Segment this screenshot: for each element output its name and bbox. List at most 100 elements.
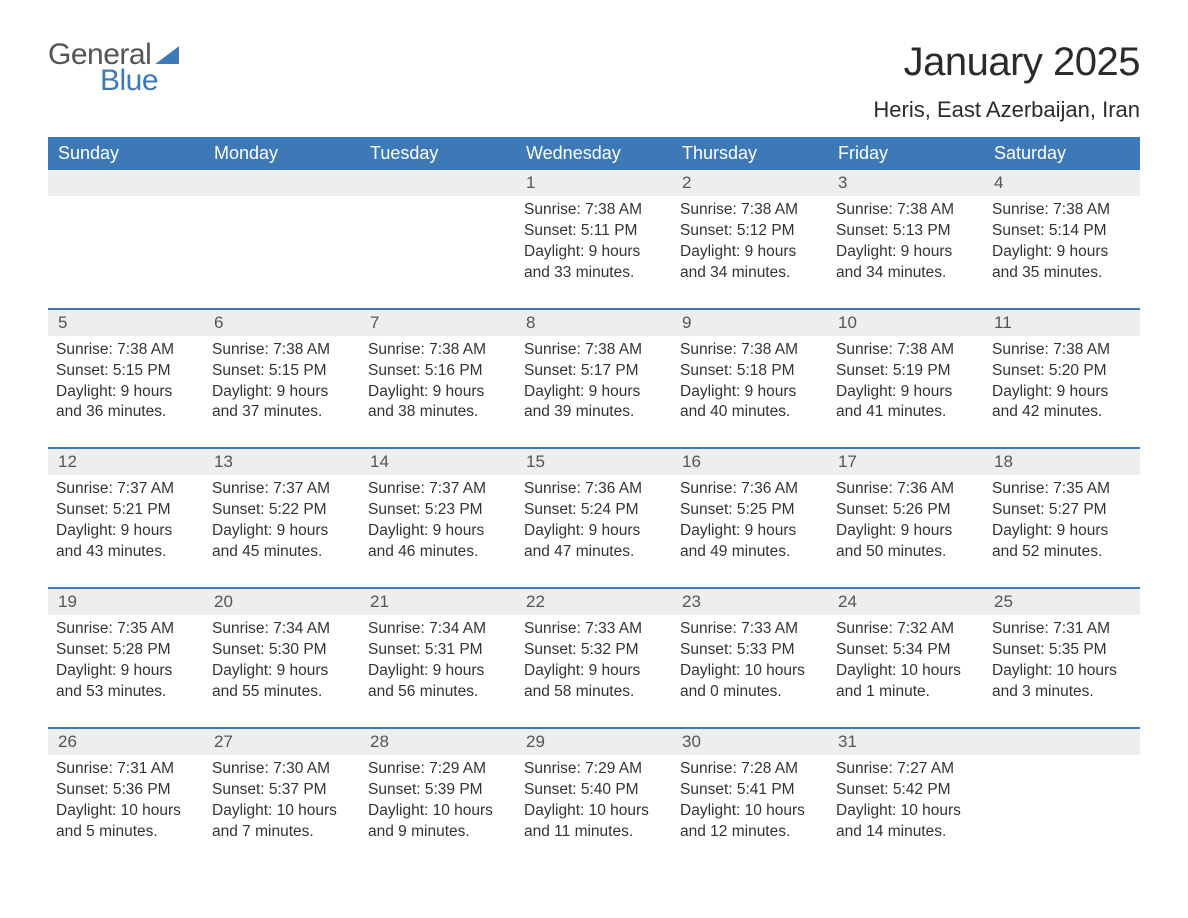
day-cell: 3Sunrise: 7:38 AMSunset: 5:13 PMDaylight… [828, 170, 984, 308]
day-cell: 1 Sunrise: 7:38 AMSunset: 5:11 PMDaylight… [516, 170, 672, 308]
daylight-line-1: Daylight: 10 hours [836, 801, 976, 822]
day-cell: 22Sunrise: 7:33 AMSunset: 5:32 PMDayligh… [516, 589, 672, 727]
day-details: Sunrise: 7:37 AMSunset: 5:21 PMDaylight:… [56, 479, 196, 563]
daylight-line-1: Daylight: 9 hours [836, 382, 976, 403]
daylight-line-2: and 33 minutes. [524, 263, 664, 284]
weekday-header: Friday [828, 137, 984, 170]
daylight-line-1: Daylight: 9 hours [680, 521, 820, 542]
daylight-line-1: Daylight: 10 hours [212, 801, 352, 822]
day-details: Sunrise: 7:34 AMSunset: 5:31 PMDaylight:… [368, 619, 508, 703]
day-details: Sunrise: 7:38 AMSunset: 5:17 PMDaylight:… [524, 340, 664, 424]
sunrise-line: Sunrise: 7:37 AM [56, 479, 196, 500]
weekday-header: Monday [204, 137, 360, 170]
daylight-line-2: and 49 minutes. [680, 542, 820, 563]
day-number: 30 [672, 729, 828, 755]
sunset-line: Sunset: 5:21 PM [56, 500, 196, 521]
day-number: 13 [204, 449, 360, 475]
day-cell: 9Sunrise: 7:38 AMSunset: 5:18 PMDaylight… [672, 310, 828, 448]
sunrise-line: Sunrise: 7:35 AM [992, 479, 1132, 500]
day-cell: 4Sunrise: 7:38 AMSunset: 5:14 PMDaylight… [984, 170, 1140, 308]
day-number: 5 [48, 310, 204, 336]
week-row: 1 Sunrise: 7:38 AMSunset: 5:11 PMDaylight… [48, 170, 1140, 308]
day-cell: 11Sunrise: 7:38 AMSunset: 5:20 PMDayligh… [984, 310, 1140, 448]
daylight-line-2: and 45 minutes. [212, 542, 352, 563]
sunrise-line: Sunrise: 7:38 AM [836, 340, 976, 361]
daylight-line-1: Daylight: 10 hours [524, 801, 664, 822]
day-number: 28 [360, 729, 516, 755]
daylight-line-1: Daylight: 10 hours [680, 801, 820, 822]
day-details: Sunrise: 7:38 AMSunset: 5:11 PMDaylight:… [524, 200, 664, 284]
sunset-line: Sunset: 5:28 PM [56, 640, 196, 661]
sunrise-line: Sunrise: 7:37 AM [368, 479, 508, 500]
day-number: 10 [828, 310, 984, 336]
day-details: Sunrise: 7:35 AMSunset: 5:28 PMDaylight:… [56, 619, 196, 703]
day-number: 31 [828, 729, 984, 755]
day-number: 22 [516, 589, 672, 615]
page-title: January 2025 [873, 40, 1140, 85]
sunset-line: Sunset: 5:22 PM [212, 500, 352, 521]
daylight-line-1: Daylight: 9 hours [836, 242, 976, 263]
daylight-line-2: and 43 minutes. [56, 542, 196, 563]
day-number: 2 [672, 170, 828, 196]
sunrise-line: Sunrise: 7:31 AM [56, 759, 196, 780]
daylight-line-2: and 37 minutes. [212, 402, 352, 423]
sunset-line: Sunset: 5:18 PM [680, 361, 820, 382]
day-cell: 28 Sunrise: 7:29 AMSunset: 5:39 PMDayligh… [360, 729, 516, 867]
week-row: 19Sunrise: 7:35 AMSunset: 5:28 PMDayligh… [48, 587, 1140, 727]
sunrise-line: Sunrise: 7:30 AM [212, 759, 352, 780]
daylight-line-2: and 7 minutes. [212, 822, 352, 843]
day-details: Sunrise: 7:29 AMSunset: 5:39 PMDaylight:… [368, 759, 508, 843]
daylight-line-2: and 35 minutes. [992, 263, 1132, 284]
sunset-line: Sunset: 5:32 PM [524, 640, 664, 661]
daylight-line-1: Daylight: 9 hours [56, 661, 196, 682]
daylight-line-2: and 12 minutes. [680, 822, 820, 843]
sunrise-line: Sunrise: 7:38 AM [368, 340, 508, 361]
day-cell: 24Sunrise: 7:32 AMSunset: 5:34 PMDayligh… [828, 589, 984, 727]
sunrise-line: Sunrise: 7:33 AM [680, 619, 820, 640]
day-details: Sunrise: 7:36 AMSunset: 5:25 PMDaylight:… [680, 479, 820, 563]
daylight-line-1: Daylight: 10 hours [836, 661, 976, 682]
day-cell-blank [48, 170, 204, 308]
day-number: 15 [516, 449, 672, 475]
daylight-line-1: Daylight: 9 hours [212, 661, 352, 682]
day-details: Sunrise: 7:38 AMSunset: 5:14 PMDaylight:… [992, 200, 1132, 284]
daylight-line-1: Daylight: 10 hours [368, 801, 508, 822]
sunset-line: Sunset: 5:42 PM [836, 780, 976, 801]
sunrise-line: Sunrise: 7:31 AM [992, 619, 1132, 640]
day-cell: 15Sunrise: 7:36 AMSunset: 5:24 PMDayligh… [516, 449, 672, 587]
daylight-line-1: Daylight: 9 hours [368, 661, 508, 682]
day-cell: 10 Sunrise: 7:38 AMSunset: 5:19 PMDayligh… [828, 310, 984, 448]
sunset-line: Sunset: 5:24 PM [524, 500, 664, 521]
sunrise-line: Sunrise: 7:36 AM [836, 479, 976, 500]
sunrise-line: Sunrise: 7:38 AM [524, 200, 664, 221]
day-details: Sunrise: 7:38 AMSunset: 5:16 PMDaylight:… [368, 340, 508, 424]
day-cell: 21Sunrise: 7:34 AMSunset: 5:31 PMDayligh… [360, 589, 516, 727]
day-details: Sunrise: 7:32 AMSunset: 5:34 PMDaylight:… [836, 619, 976, 703]
day-details: Sunrise: 7:38 AMSunset: 5:20 PMDaylight:… [992, 340, 1132, 424]
day-number: 17 [828, 449, 984, 475]
daylight-line-1: Daylight: 9 hours [524, 242, 664, 263]
sunrise-line: Sunrise: 7:38 AM [680, 340, 820, 361]
weekday-header: Tuesday [360, 137, 516, 170]
day-details: Sunrise: 7:38 AMSunset: 5:19 PMDaylight:… [836, 340, 976, 424]
sunrise-line: Sunrise: 7:38 AM [836, 200, 976, 221]
daylight-line-2: and 5 minutes. [56, 822, 196, 843]
daylight-line-1: Daylight: 9 hours [524, 661, 664, 682]
location-label: Heris, East Azerbaijan, Iran [873, 97, 1140, 123]
sunset-line: Sunset: 5:15 PM [212, 361, 352, 382]
day-details: Sunrise: 7:31 AMSunset: 5:36 PMDaylight:… [56, 759, 196, 843]
daylight-line-1: Daylight: 9 hours [56, 382, 196, 403]
daylight-line-1: Daylight: 9 hours [992, 382, 1132, 403]
daylight-line-2: and 55 minutes. [212, 682, 352, 703]
daylight-line-2: and 14 minutes. [836, 822, 976, 843]
sunrise-line: Sunrise: 7:34 AM [212, 619, 352, 640]
daylight-line-2: and 9 minutes. [368, 822, 508, 843]
day-cell: 8Sunrise: 7:38 AMSunset: 5:17 PMDaylight… [516, 310, 672, 448]
daylight-line-2: and 50 minutes. [836, 542, 976, 563]
sunrise-line: Sunrise: 7:27 AM [836, 759, 976, 780]
day-number: 1 [516, 170, 672, 196]
daylight-line-1: Daylight: 9 hours [524, 382, 664, 403]
day-cell: 2Sunrise: 7:38 AMSunset: 5:12 PMDaylight… [672, 170, 828, 308]
day-cell: 27Sunrise: 7:30 AMSunset: 5:37 PMDayligh… [204, 729, 360, 867]
day-cell: 25Sunrise: 7:31 AMSunset: 5:35 PMDayligh… [984, 589, 1140, 727]
